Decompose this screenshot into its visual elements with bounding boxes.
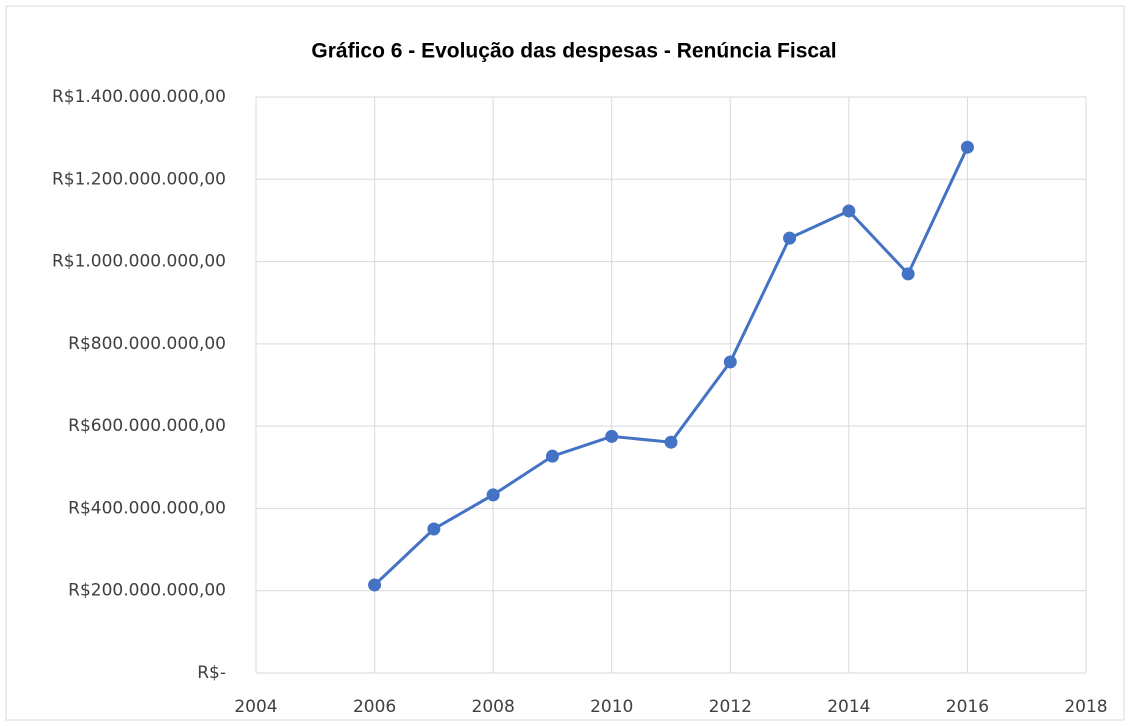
x-tick-label: 2006 bbox=[353, 697, 396, 717]
data-point bbox=[901, 267, 915, 281]
data-point bbox=[545, 449, 559, 463]
y-tick-label: R$200.000.000,00 bbox=[68, 581, 226, 601]
data-point bbox=[486, 488, 500, 502]
x-tick-label: 2004 bbox=[234, 697, 277, 717]
y-tick-label: R$1.200.000.000,00 bbox=[52, 169, 226, 189]
y-tick-label: R$600.000.000,00 bbox=[68, 416, 226, 436]
y-tick-label: R$1.400.000.000,00 bbox=[52, 87, 226, 107]
x-tick-label: 2018 bbox=[1064, 697, 1107, 717]
data-point bbox=[723, 355, 737, 369]
x-tick-label: 2010 bbox=[590, 697, 633, 717]
x-tick-label: 2012 bbox=[709, 697, 752, 717]
chart-frame bbox=[5, 5, 1125, 721]
data-point bbox=[960, 140, 974, 154]
data-point bbox=[605, 429, 619, 443]
data-point bbox=[427, 522, 441, 536]
y-tick-label: R$400.000.000,00 bbox=[68, 498, 226, 518]
y-tick-label: R$- bbox=[197, 663, 226, 683]
chart-title: Gráfico 6 - Evolução das despesas - Renú… bbox=[311, 40, 836, 63]
y-tick-label: R$1.000.000.000,00 bbox=[52, 252, 226, 272]
y-tick-label: R$800.000.000,00 bbox=[68, 334, 226, 354]
x-tick-label: 2016 bbox=[946, 697, 989, 717]
data-point bbox=[368, 578, 382, 592]
data-point bbox=[842, 204, 856, 218]
x-tick-label: 2008 bbox=[472, 697, 515, 717]
data-point bbox=[783, 231, 797, 245]
x-tick-label: 2014 bbox=[827, 697, 870, 717]
data-point bbox=[664, 435, 678, 449]
